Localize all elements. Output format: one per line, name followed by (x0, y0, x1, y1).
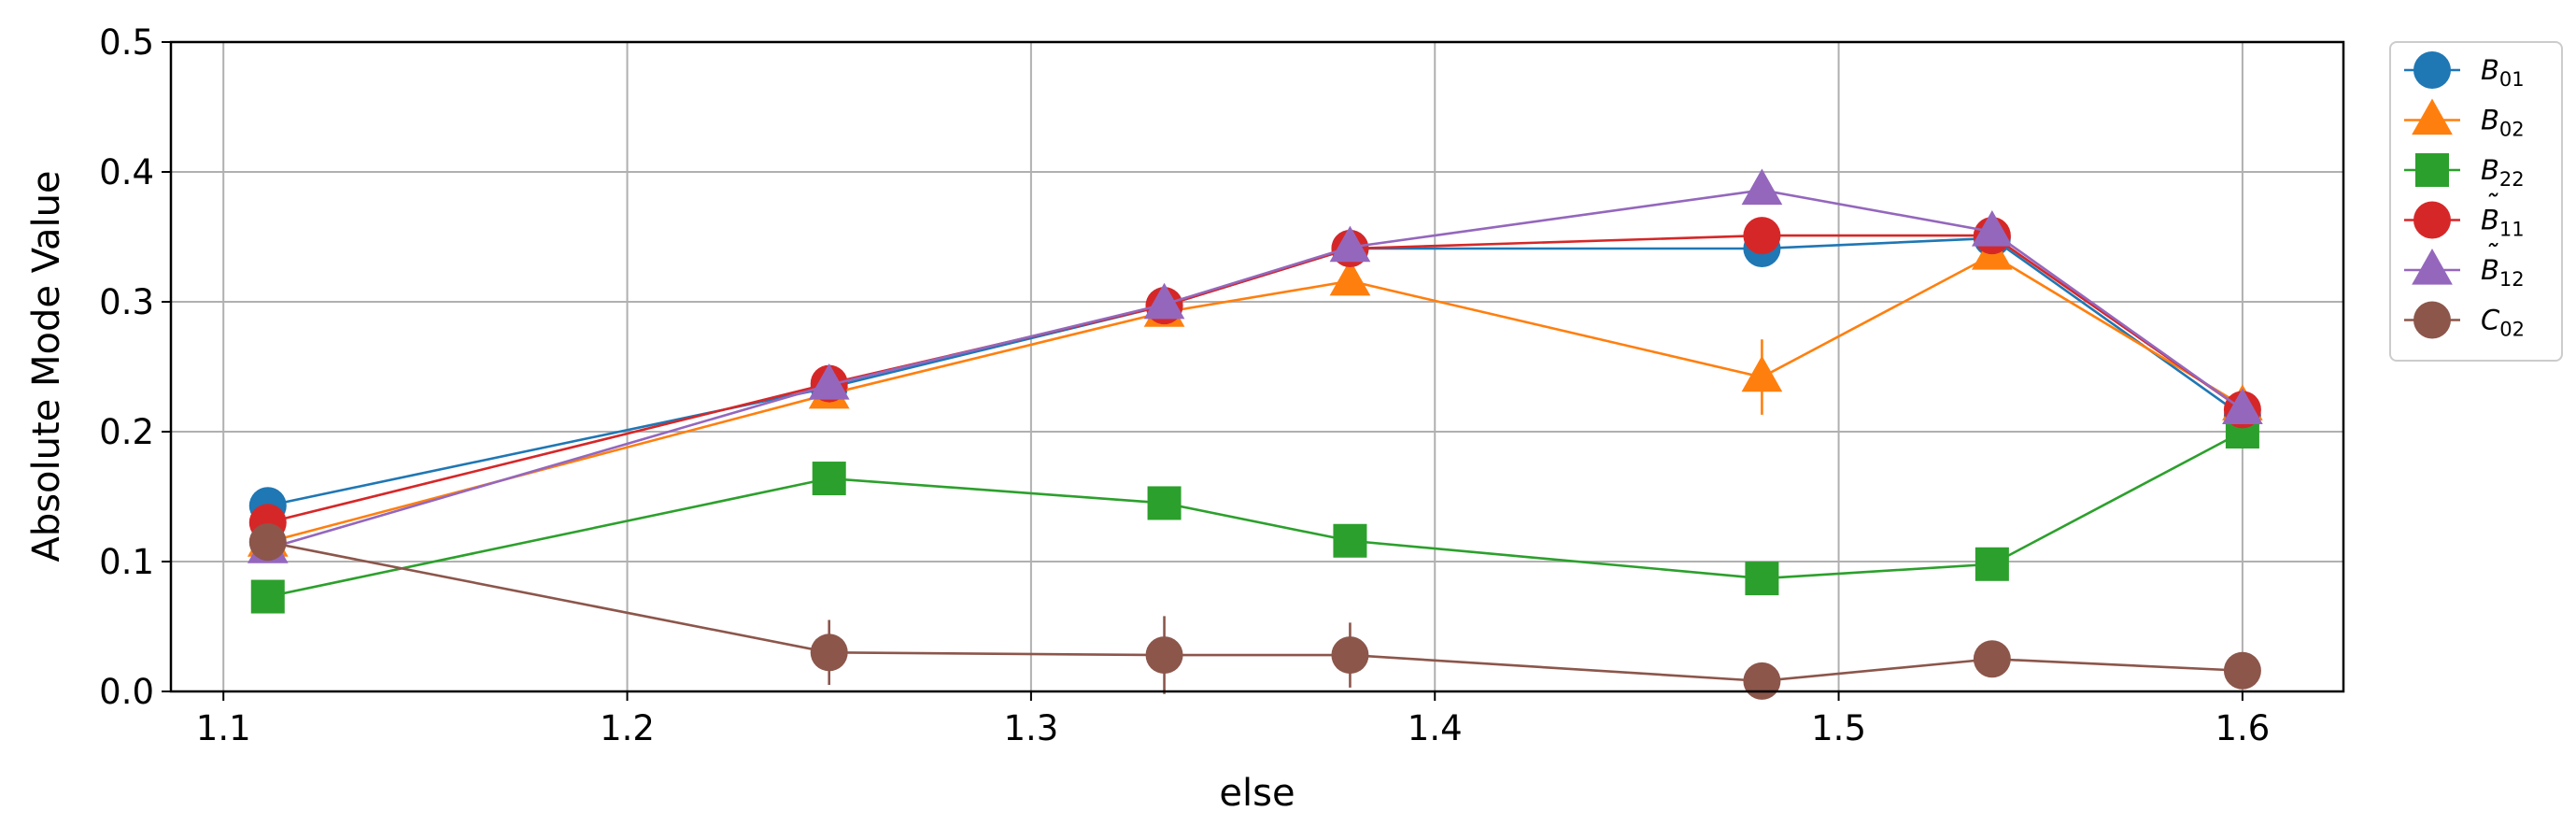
y-tick-label: 0.5 (99, 22, 154, 63)
data-point-Bt12 (1329, 225, 1371, 263)
legend-item-Bt11: B11˜ (2404, 190, 2525, 241)
data-point-C02 (1145, 636, 1183, 675)
legend-item-B22: B22 (2404, 153, 2525, 191)
legend-label-subscript: 02 (2499, 319, 2525, 341)
x-tick-label: 1.1 (196, 708, 251, 748)
data-point-B22 (250, 579, 285, 614)
series-C02 (248, 523, 2261, 700)
legend-label-B01: B01 (2481, 54, 2525, 91)
legend-marker-B22 (2415, 153, 2449, 187)
series-layer (247, 168, 2263, 700)
legend-label-base: B (2481, 154, 2499, 186)
x-tick-label: 1.4 (1408, 708, 1463, 748)
plot-frame (169, 40, 2345, 693)
legend-item-B02: B02 (2404, 98, 2525, 141)
y-tick-label: 0.4 (99, 152, 154, 192)
legend-item-B01: B01 (2404, 51, 2525, 91)
data-point-Bt12 (808, 363, 850, 400)
data-point-Bt12 (1972, 209, 2013, 247)
plot-background (171, 42, 2343, 691)
data-point-C02 (248, 523, 287, 562)
data-point-B22 (1974, 547, 2009, 581)
y-axis-label: Absolute Mode Value (25, 170, 68, 562)
legend-label-B22: B22 (2481, 154, 2525, 191)
legend-tilde-mark: ˜ (2484, 190, 2498, 221)
data-point-Bt12 (1741, 168, 1783, 206)
x-tick-label: 1.6 (2215, 708, 2270, 748)
data-point-B22 (1333, 523, 1367, 558)
legend-marker-Bt11 (2413, 201, 2451, 239)
legend-label-base: B (2481, 54, 2499, 86)
data-point-Bt12 (1143, 282, 1185, 320)
data-point-B02 (1741, 355, 1783, 392)
legend-marker-B01 (2413, 51, 2451, 89)
legend-label-subscript: 01 (2499, 68, 2525, 91)
legend-label-B02: B02 (2481, 105, 2525, 141)
data-point-C02 (810, 634, 848, 672)
data-point-Bt11 (1743, 217, 1781, 255)
x-tick-label: 1.3 (1003, 708, 1058, 748)
data-point-C02 (1743, 662, 1781, 700)
legend-label-Bt11: B11 (2481, 205, 2525, 241)
data-point-C02 (2223, 651, 2261, 690)
legend-marker-C02 (2413, 301, 2451, 339)
y-tick-label: 0.3 (99, 282, 154, 322)
y-tick-label: 0.0 (99, 672, 154, 712)
legend-tilde-mark: ˜ (2484, 239, 2498, 271)
x-tick-label: 1.5 (1811, 708, 1866, 748)
legend-marker-Bt12 (2412, 249, 2453, 285)
data-point-B22 (1745, 562, 1779, 596)
legend-label-subscript: 12 (2499, 268, 2525, 291)
data-point-B22 (1147, 486, 1182, 520)
data-point-B22 (812, 462, 846, 496)
legend-label-C02: C02 (2481, 305, 2525, 341)
series-B22 (250, 415, 2259, 614)
y-tick-label: 0.2 (99, 412, 154, 452)
data-point-B02 (1329, 259, 1371, 296)
data-point-C02 (1331, 636, 1369, 675)
legend-label-base: B (2481, 254, 2499, 286)
legend-marker-B02 (2412, 98, 2453, 135)
legend-label-base: B (2481, 105, 2499, 136)
legend-item-C02: C02 (2404, 301, 2525, 341)
ticks: 1.1 1.2 1.3 1.4 1.5 1.6 0.0 0.1 0.2 0.3 0.4 0.5 (99, 22, 2270, 748)
x-tick-label: 1.2 (600, 708, 655, 748)
legend-label-subscript: 11 (2499, 219, 2525, 241)
legend-label-Bt12: B12 (2481, 254, 2525, 291)
legend-item-Bt12: B12˜ (2404, 239, 2525, 291)
data-point-C02 (1973, 640, 2011, 678)
legend-label-subscript: 22 (2499, 168, 2525, 191)
y-tick-label: 0.1 (99, 542, 154, 582)
legend-label-base: B (2481, 205, 2499, 236)
plot-area: 1.1 1.2 1.3 1.4 1.5 1.6 0.0 0.1 0.2 0.3 0.4 0.5 (99, 22, 2345, 748)
data-point-Bt12 (2222, 388, 2263, 425)
legend-label-base: C (2481, 305, 2500, 336)
x-axis-label: else (1219, 772, 1295, 815)
legend-label-subscript: 02 (2499, 119, 2525, 141)
